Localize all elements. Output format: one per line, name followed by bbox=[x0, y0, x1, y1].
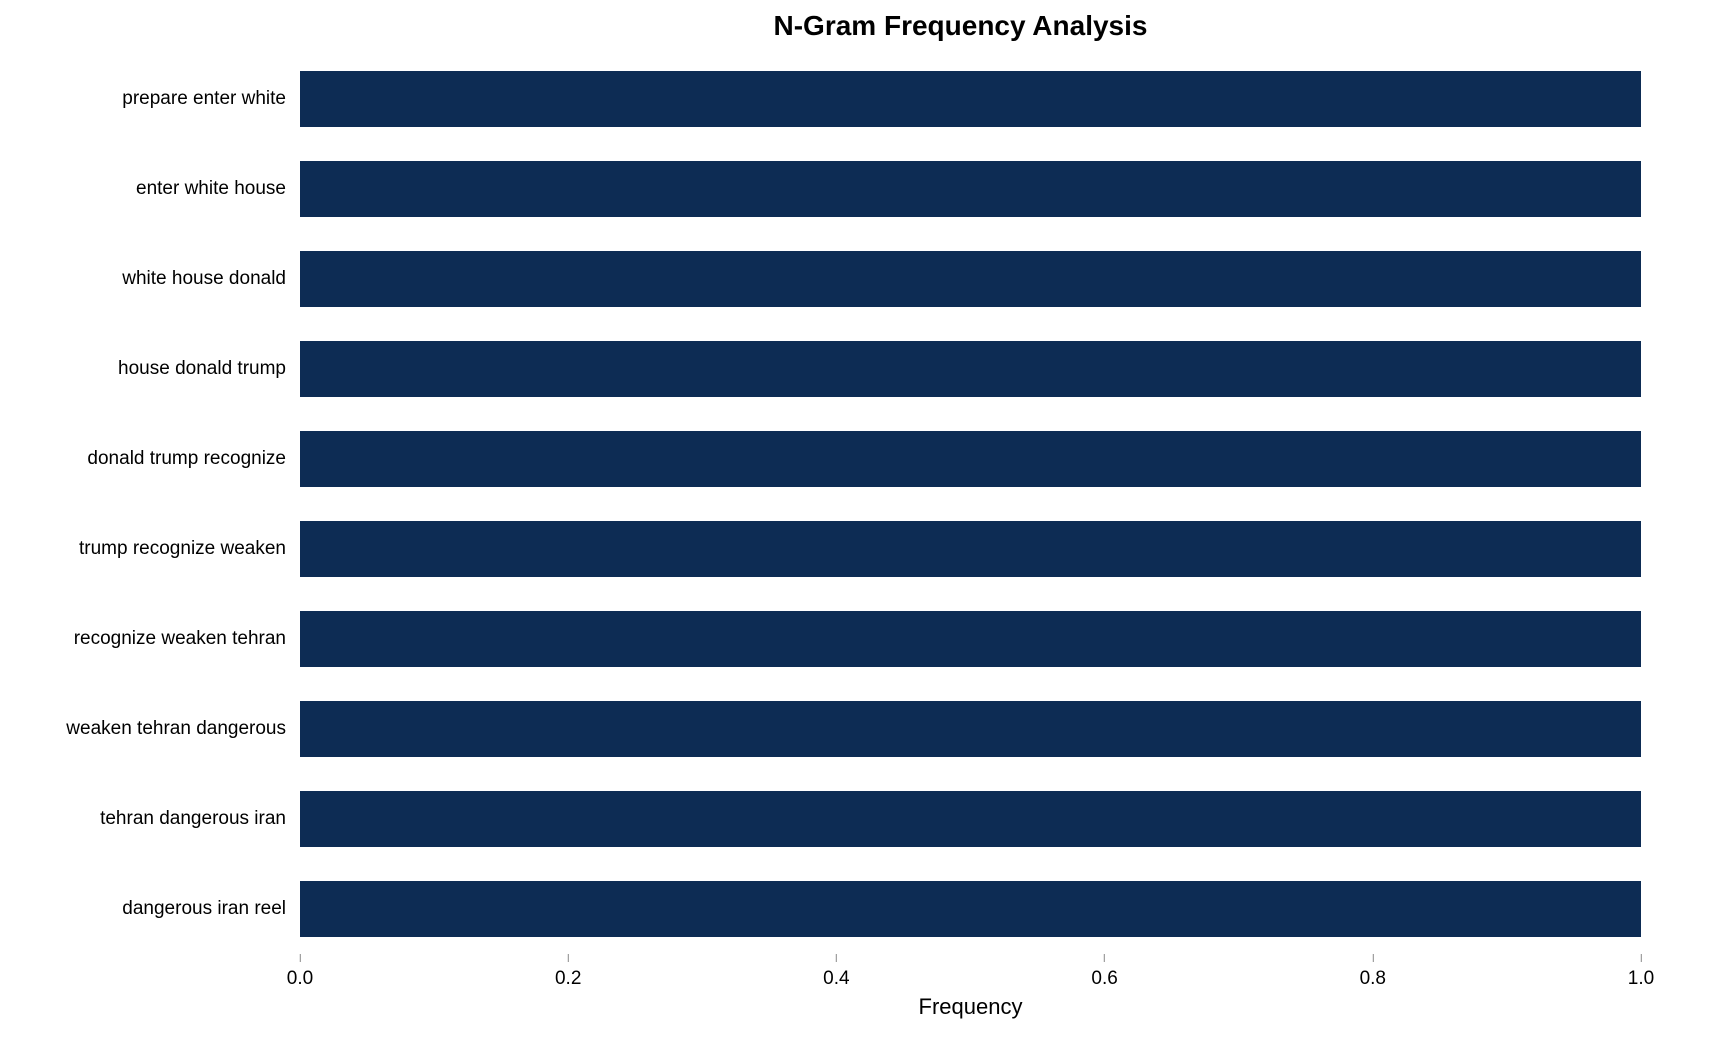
plot-area: prepare enter whiteenter white housewhit… bbox=[300, 54, 1641, 954]
x-tick: 0.2 bbox=[555, 954, 581, 990]
bar-row: trump recognize weaken bbox=[300, 504, 1641, 594]
y-tick-label: tehran dangerous iran bbox=[100, 808, 300, 830]
bar bbox=[300, 881, 1641, 937]
x-tick: 0.0 bbox=[287, 954, 313, 990]
y-tick-label: recognize weaken tehran bbox=[74, 628, 300, 650]
x-tick: 0.8 bbox=[1360, 954, 1386, 990]
x-tick-label: 0.0 bbox=[287, 968, 313, 990]
x-tick: 0.4 bbox=[823, 954, 849, 990]
bar bbox=[300, 431, 1641, 487]
y-tick-label: white house donald bbox=[122, 268, 300, 290]
y-tick-label: donald trump recognize bbox=[87, 448, 300, 470]
x-tick-label: 1.0 bbox=[1628, 968, 1654, 990]
y-tick-label: weaken tehran dangerous bbox=[66, 718, 300, 740]
bar-row: tehran dangerous iran bbox=[300, 774, 1641, 864]
y-tick-label: trump recognize weaken bbox=[79, 538, 300, 560]
bar bbox=[300, 341, 1641, 397]
bar-row: prepare enter white bbox=[300, 54, 1641, 144]
bar-row: donald trump recognize bbox=[300, 414, 1641, 504]
x-tick-mark bbox=[1640, 954, 1641, 962]
x-tick-mark bbox=[568, 954, 569, 962]
bar-row: white house donald bbox=[300, 234, 1641, 324]
bar-row: house donald trump bbox=[300, 324, 1641, 414]
bar bbox=[300, 251, 1641, 307]
y-tick-label: enter white house bbox=[136, 178, 300, 200]
bar bbox=[300, 71, 1641, 127]
x-tick-mark bbox=[1372, 954, 1373, 962]
x-tick: 0.6 bbox=[1091, 954, 1117, 990]
x-tick-label: 0.4 bbox=[823, 968, 849, 990]
bar bbox=[300, 521, 1641, 577]
x-tick-label: 0.2 bbox=[555, 968, 581, 990]
x-axis-label: Frequency bbox=[919, 994, 1023, 1020]
bar bbox=[300, 701, 1641, 757]
y-tick-label: dangerous iran reel bbox=[122, 898, 300, 920]
x-axis: Frequency 0.00.20.40.60.81.0 bbox=[300, 954, 1641, 1034]
chart-title: N-Gram Frequency Analysis bbox=[40, 10, 1681, 42]
bars-layer: prepare enter whiteenter white housewhit… bbox=[300, 54, 1641, 954]
x-tick: 1.0 bbox=[1628, 954, 1654, 990]
y-tick-label: house donald trump bbox=[118, 358, 300, 380]
y-tick-label: prepare enter white bbox=[122, 88, 300, 110]
x-tick-mark bbox=[836, 954, 837, 962]
bar bbox=[300, 791, 1641, 847]
bar-row: dangerous iran reel bbox=[300, 864, 1641, 954]
x-tick-mark bbox=[299, 954, 300, 962]
ngram-frequency-chart: N-Gram Frequency Analysis prepare enter … bbox=[0, 0, 1721, 1051]
bar-row: recognize weaken tehran bbox=[300, 594, 1641, 684]
x-tick-mark bbox=[1104, 954, 1105, 962]
x-tick-label: 0.8 bbox=[1360, 968, 1386, 990]
bar bbox=[300, 611, 1641, 667]
bar-row: enter white house bbox=[300, 144, 1641, 234]
bar-row: weaken tehran dangerous bbox=[300, 684, 1641, 774]
grid-line bbox=[1641, 54, 1642, 954]
bar bbox=[300, 161, 1641, 217]
x-tick-label: 0.6 bbox=[1091, 968, 1117, 990]
